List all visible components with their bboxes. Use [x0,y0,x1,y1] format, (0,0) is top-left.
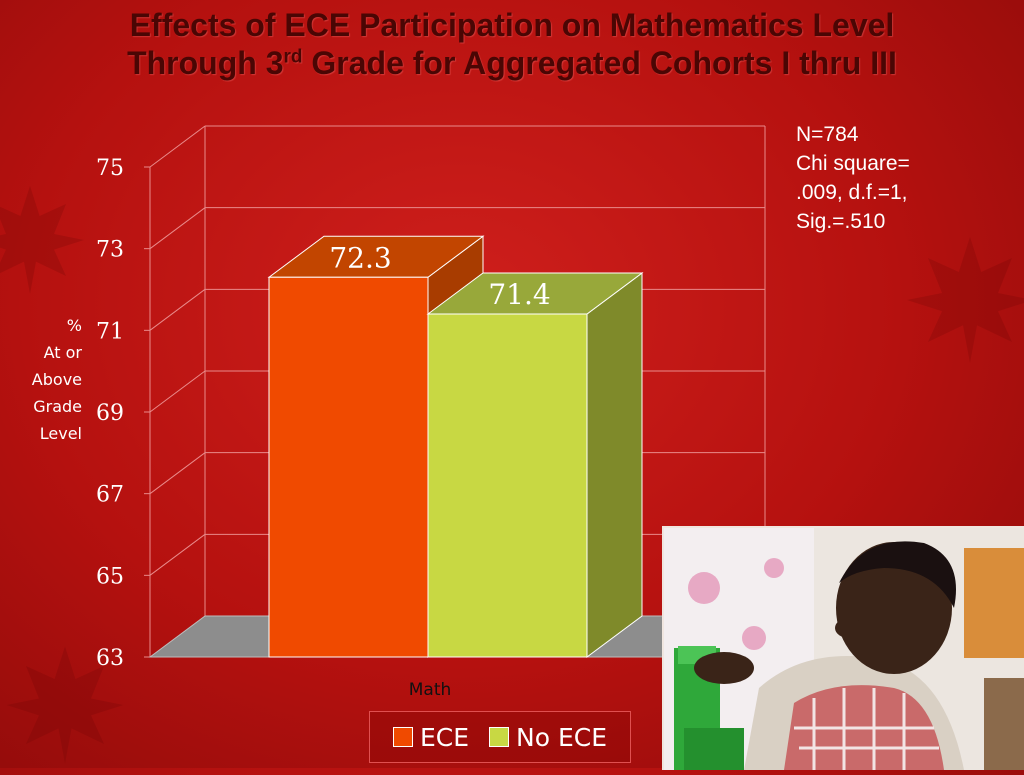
title-line-1: Effects of ECE Participation on Mathemat… [129,7,895,43]
legend-item-no-ece: No ECE [489,723,607,752]
gridline-diagonal [149,207,206,250]
gridline-diagonal [149,125,206,168]
stat-n: N=784 [796,123,859,146]
gridline-diagonal [149,370,206,413]
stat-chi-value: .009, d.f.=1, [796,181,908,204]
y-tick-label: 63 [96,646,124,671]
data-label: 71.4 [488,278,550,311]
bar-layer [267,235,644,658]
stat-sig: Sig.=.510 [796,210,886,233]
y-axis-label-line: At or [43,343,82,362]
y-tick-label: 69 [96,401,124,426]
y-tick-label: 65 [96,564,124,589]
y-tick-label: 67 [96,483,124,508]
maple-leaf-decoration [0,180,90,305]
gridline-diagonal [149,452,206,495]
legend-item-ece: ECE [392,722,470,752]
title-line-2-pre: Through 3 [127,45,284,81]
child-with-blocks-photo [662,526,1024,770]
category-label: Math [409,680,452,700]
y-axis-label: % At or Above Grade Level [8,312,82,447]
chart-title: Effects of ECE Participation on Mathemat… [0,6,1024,82]
bar-side [586,272,643,658]
gridline-diagonal [149,288,206,331]
y-axis-label-line: Grade [33,397,82,416]
data-labels: 72.3 71.4 [329,241,550,311]
statistics-annotation: N=784 Chi square= .009, d.f.=1, Sig.=.51… [796,120,910,236]
title-line-2: Through 3rd Grade for Aggregated Cohorts… [0,44,1024,82]
y-axis-label-line: Above [31,370,82,389]
y-axis-label-line: % [66,316,82,335]
legend-label-ece: ECE [419,722,470,752]
y-axis-label-line: Level [39,424,82,443]
title-line-2-post: Grade for Aggregated Cohorts I thru III [302,45,897,81]
bar-front [427,313,588,658]
maple-leaf-decoration [0,640,130,775]
gridline-diagonal [149,533,206,576]
stat-chi-label: Chi square= [796,152,910,175]
legend-swatch-ece [392,727,413,747]
y-tick-label: 73 [96,238,124,263]
bar-no-ece [426,272,644,658]
legend: ECE No ECE [369,711,631,763]
bar-front [268,276,429,658]
y-tick-label: 71 [96,319,124,344]
data-label: 72.3 [329,241,391,274]
y-tick-label: 75 [96,156,124,181]
y-tick-labels: 75 73 71 69 67 65 63 [96,156,124,671]
title-superscript: rd [283,46,303,68]
maple-leaf-decoration [900,230,1024,375]
legend-swatch-no-ece [489,727,510,747]
legend-label-no-ece: No ECE [516,722,608,752]
